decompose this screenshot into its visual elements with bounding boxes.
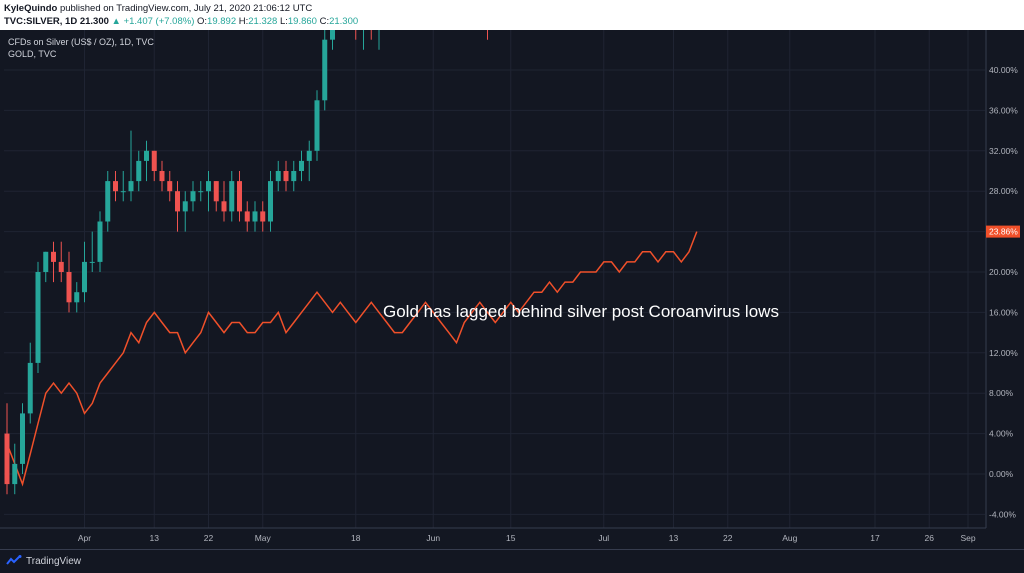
silver-candle-body: [244, 211, 250, 222]
y-tick-label: 0.00%: [989, 469, 1014, 479]
silver-candle-body: [12, 463, 18, 485]
low-label: L:: [279, 16, 288, 27]
x-tick-label: May: [255, 533, 272, 543]
high-value: 21.328: [248, 16, 278, 27]
silver-candle-body: [229, 181, 235, 212]
y-tick-label: 32.00%: [989, 146, 1018, 156]
silver-candle-body: [51, 251, 56, 262]
low-value: 19.860: [287, 16, 317, 27]
brand-label: TradingView: [26, 555, 82, 567]
publish-line: KyleQuindo published on TradingView.com,…: [4, 3, 312, 14]
silver-candle-body: [299, 160, 304, 171]
chart-background: [0, 30, 1024, 549]
silver-candle-body: [198, 191, 204, 193]
x-tick-label: Apr: [78, 533, 91, 543]
silver-candle-body: [113, 181, 118, 192]
y-tick-label: 4.00%: [989, 429, 1014, 439]
silver-candle-body: [314, 100, 320, 151]
silver-candle-body: [27, 362, 33, 414]
published-text: published on TradingView.com, July 21, 2…: [59, 3, 313, 14]
y-tick-label: 28.00%: [989, 186, 1018, 196]
silver-candle-body: [105, 181, 111, 222]
silver-candle-body: [43, 251, 49, 272]
silver-candle-body: [330, 30, 335, 40]
symbol-label: TVC:SILVER, 1D: [4, 16, 78, 27]
silver-candle-body: [268, 181, 273, 222]
x-tick-label: 13: [150, 533, 160, 543]
tradingview-brand[interactable]: TradingView: [6, 555, 81, 567]
y-tick-label: 20.00%: [989, 267, 1018, 277]
chart-legend: CFDs on Silver (US$ / OZ), 1D, TVC GOLD,…: [8, 36, 154, 60]
silver-candle-body: [82, 261, 87, 293]
price-chart[interactable]: -4.00% 0.00% 4.00% 8.00% 12.00% 16.00% 20.00% 2…: [0, 30, 1024, 549]
x-tick-label: Sep: [960, 533, 975, 543]
y-tick-label: 8.00%: [989, 388, 1014, 398]
silver-candle-body: [58, 261, 64, 272]
silver-candle-body: [97, 221, 103, 262]
silver-candle-body: [144, 150, 149, 161]
silver-candle-body: [4, 433, 10, 485]
silver-candle-body: [159, 171, 165, 182]
silver-candle-body: [275, 171, 281, 182]
silver-candle-body: [175, 191, 180, 212]
chart-annotation: Gold has lagged behind silver post Coroa…: [383, 302, 779, 321]
silver-candle-body: [260, 211, 266, 222]
gold-price-badge-text: 23.86%: [989, 227, 1018, 237]
silver-candle-body: [252, 211, 258, 222]
silver-candle-body: [206, 181, 211, 192]
silver-candle-body: [306, 150, 312, 161]
y-tick-label: 16.00%: [989, 307, 1018, 317]
open-label: O:: [197, 16, 208, 27]
x-tick-label: Jun: [426, 533, 440, 543]
y-tick-label: 12.00%: [989, 348, 1018, 358]
silver-candle-body: [89, 261, 95, 263]
close-value: 21.300: [329, 16, 359, 27]
x-tick-label: 17: [870, 533, 880, 543]
x-tick-label: 15: [506, 533, 516, 543]
silver-candle-body: [128, 181, 134, 192]
publish-header: KyleQuindo published on TradingView.com,…: [0, 0, 1024, 30]
silver-candle-body: [74, 292, 80, 303]
x-tick-label: 26: [925, 533, 935, 543]
legend-main-series[interactable]: CFDs on Silver (US$ / OZ), 1D, TVC: [8, 37, 154, 47]
silver-candle-body: [151, 150, 157, 171]
gold-series-line: [6, 231, 698, 487]
close-label: C:: [319, 16, 330, 27]
silver-candle-body: [120, 191, 126, 193]
legend-compare-series[interactable]: GOLD, TVC: [8, 49, 57, 59]
silver-candle-body: [167, 181, 173, 192]
publisher-name[interactable]: KyleQuindo: [4, 3, 58, 14]
high-label: H:: [238, 16, 249, 27]
silver-candle-body: [136, 160, 142, 182]
quote-line: TVC:SILVER, 1D 21.300 ▲ +1.407 (+7.08%) …: [4, 16, 358, 27]
footer-bar: TradingView: [0, 549, 1024, 573]
silver-candle-body: [190, 191, 196, 202]
x-tick-label: 18: [351, 533, 361, 543]
silver-candle-body: [20, 413, 25, 464]
silver-candle-body: [221, 201, 227, 212]
x-tick-label: 13: [669, 533, 679, 543]
gold-price-badge-bg: [986, 225, 1020, 238]
x-tick-label: 22: [204, 533, 214, 543]
silver-candle-body: [237, 181, 242, 212]
silver-candle-body: [322, 39, 328, 101]
y-tick-label: 36.00%: [989, 105, 1018, 115]
y-tick-label: 40.00%: [989, 65, 1018, 75]
silver-candle-body: [283, 171, 289, 182]
silver-candle-body: [66, 272, 72, 303]
silver-candle-body: [35, 272, 41, 363]
x-tick-label: 22: [723, 533, 733, 543]
open-value: 19.892: [207, 16, 237, 27]
silver-candle-body: [182, 201, 188, 212]
silver-candle-body: [291, 171, 297, 182]
last-price: 21.300: [79, 16, 109, 27]
y-tick-label: -4.00%: [989, 509, 1016, 519]
tradingview-logo-icon: [6, 555, 22, 565]
x-tick-label: Aug: [782, 533, 797, 543]
price-change: ▲ +1.407 (+7.08%): [111, 16, 195, 27]
silver-candle-body: [213, 181, 219, 202]
x-tick-label: Jul: [598, 533, 609, 543]
